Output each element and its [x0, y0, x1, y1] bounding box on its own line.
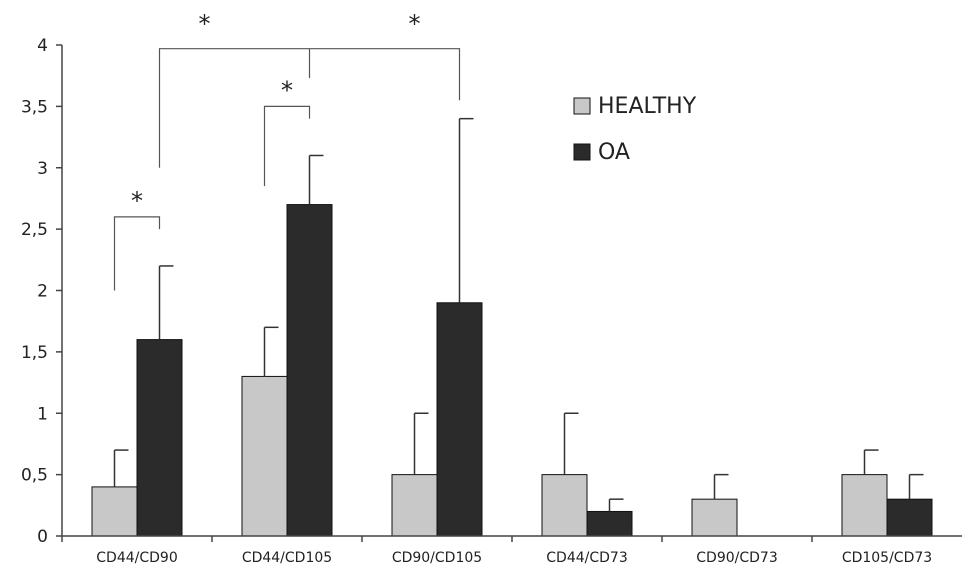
bar-healthy-cd90-cd105	[391, 474, 438, 537]
significance-bracket	[113, 216, 161, 291]
significance-marker: *	[199, 10, 211, 38]
bar-healthy-cd44-cd90	[91, 486, 138, 537]
y-tick-label: 0	[37, 527, 48, 547]
bar-healthy-cd90-cd73	[691, 498, 738, 537]
significance-marker: *	[409, 10, 421, 38]
y-tick-label: 1,5	[21, 343, 48, 363]
legend-swatch	[573, 143, 591, 161]
bar-oa-cd44-cd73	[586, 510, 633, 537]
legend-label: OA	[598, 140, 630, 165]
y-tick-label: 3,5	[21, 97, 48, 117]
bar-oa-cd105-cd73	[886, 498, 933, 537]
bar-oa-cd44-cd105	[286, 204, 333, 537]
bar-healthy-cd44-cd73	[541, 474, 588, 537]
bar-oa-cd44-cd90	[136, 339, 183, 537]
y-tick-label: 0,5	[21, 466, 48, 486]
y-tick-label: 1	[37, 404, 48, 424]
x-tick-label: CD90/CD105	[392, 550, 482, 566]
significance-bracket	[263, 105, 311, 187]
bar-oa-cd90-cd105	[436, 302, 483, 537]
x-tick-label: CD44/CD90	[96, 550, 177, 566]
y-tick-label: 2	[37, 282, 48, 302]
significance-marker: *	[281, 76, 293, 104]
y-tick-label: 3	[37, 159, 48, 179]
x-tick-label: CD105/CD73	[842, 550, 932, 566]
y-tick-label: 4	[37, 36, 48, 56]
x-tick-label: CD90/CD73	[696, 550, 777, 566]
y-tick-label: 2,5	[21, 220, 48, 240]
x-tick-label: CD44/CD73	[546, 550, 627, 566]
legend-swatch	[573, 97, 591, 115]
legend-label: HEALTHY	[598, 94, 697, 119]
bar-healthy-cd105-cd73	[841, 474, 888, 537]
bar-healthy-cd44-cd105	[241, 375, 288, 537]
significance-marker: *	[131, 187, 143, 215]
significance-bracket	[158, 48, 461, 168]
x-tick-label: CD44/CD105	[242, 550, 332, 566]
